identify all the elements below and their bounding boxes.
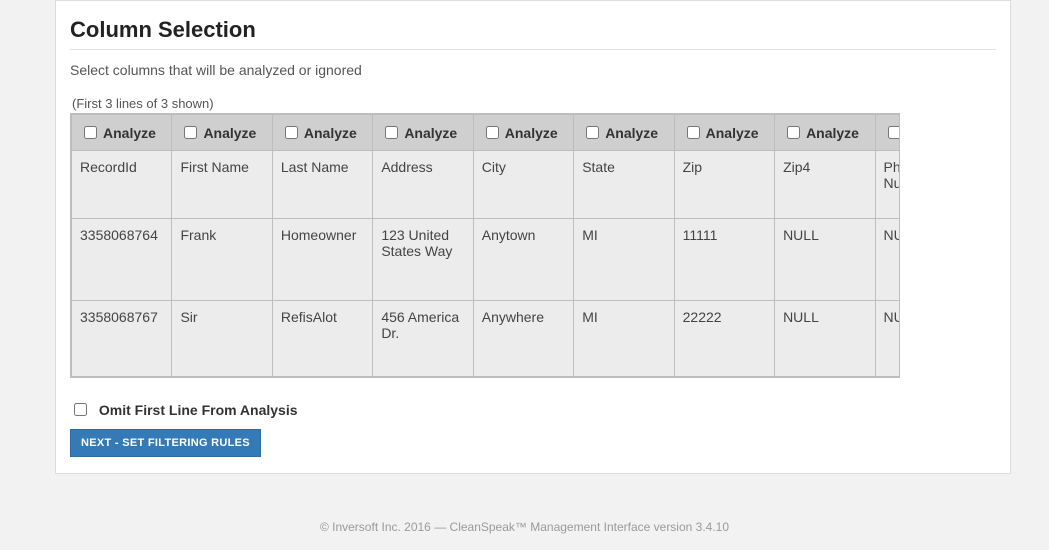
col-header: Analyze — [72, 115, 172, 151]
title-rule — [70, 49, 996, 50]
cell: 3358068764 — [72, 219, 172, 301]
cell: 456 America Dr. — [373, 301, 473, 377]
cell: Anywhere — [473, 301, 573, 377]
table-row: 3358068764 Frank Homeowner 123 United St… — [72, 219, 901, 301]
cell: Sir — [172, 301, 272, 377]
cell: RecordId — [72, 151, 172, 219]
cell: Address — [373, 151, 473, 219]
cell: NULL — [875, 219, 900, 301]
analyze-checkbox-6[interactable] — [687, 126, 700, 139]
column-table: Analyze Analyze Analyze Analyze Analyze … — [71, 114, 900, 377]
analyze-checkbox-5[interactable] — [586, 126, 599, 139]
omit-label-wrapper[interactable]: Omit First Line From Analysis — [70, 402, 298, 418]
cell: First Name — [172, 151, 272, 219]
next-button[interactable]: NEXT - SET FILTERING RULES — [70, 429, 261, 457]
cell: 22222 — [674, 301, 774, 377]
omit-label: Omit First Line From Analysis — [99, 402, 298, 418]
omit-row: Omit First Line From Analysis — [70, 400, 996, 419]
cell: Frank — [172, 219, 272, 301]
omit-first-line-checkbox[interactable] — [74, 403, 87, 416]
analyze-checkbox-7[interactable] — [787, 126, 800, 139]
footer-text: © Inversoft Inc. 2016 — CleanSpeak™ Mana… — [0, 520, 1049, 534]
cell: 123 United States Way — [373, 219, 473, 301]
page-root: Column Selection Select columns that wil… — [0, 0, 1049, 550]
col-header: Analyze — [373, 115, 473, 151]
cell: NULL — [775, 301, 875, 377]
col-header-label: Analyze — [203, 125, 256, 141]
analyze-checkbox-8[interactable] — [888, 126, 901, 139]
cell: Zip — [674, 151, 774, 219]
cell: Phone Number — [875, 151, 900, 219]
table-scroll[interactable]: Analyze Analyze Analyze Analyze Analyze … — [70, 113, 900, 378]
analyze-checkbox-1[interactable] — [184, 126, 197, 139]
col-header-label: Analyze — [706, 125, 759, 141]
col-header-label: Analyze — [304, 125, 357, 141]
cell: NULL — [875, 301, 900, 377]
cell: 11111 — [674, 219, 774, 301]
cell: Zip4 — [775, 151, 875, 219]
table-row: 3358068767 Sir RefisAlot 456 America Dr.… — [72, 301, 901, 377]
col-header: Analyze — [473, 115, 573, 151]
col-header-label: Analyze — [605, 125, 658, 141]
page-title: Column Selection — [70, 17, 996, 43]
col-header-label: Analyze — [404, 125, 457, 141]
cell: Homeowner — [272, 219, 372, 301]
col-header: Analyze — [272, 115, 372, 151]
col-header: Analyze — [574, 115, 674, 151]
cell: NULL — [775, 219, 875, 301]
cell: City — [473, 151, 573, 219]
table-row: RecordId First Name Last Name Address Ci… — [72, 151, 901, 219]
col-header: Analyze — [172, 115, 272, 151]
col-header-label: Analyze — [505, 125, 558, 141]
panel: Column Selection Select columns that wil… — [55, 0, 1011, 474]
analyze-checkbox-3[interactable] — [385, 126, 398, 139]
col-header: Analyze — [775, 115, 875, 151]
col-header-label: Analyze — [103, 125, 156, 141]
cell: MI — [574, 219, 674, 301]
cell: MI — [574, 301, 674, 377]
col-header: Analyze — [875, 115, 900, 151]
table-header-row: Analyze Analyze Analyze Analyze Analyze … — [72, 115, 901, 151]
analyze-checkbox-0[interactable] — [84, 126, 97, 139]
cell: State — [574, 151, 674, 219]
cell: Last Name — [272, 151, 372, 219]
analyze-checkbox-2[interactable] — [285, 126, 298, 139]
preview-caption: (First 3 lines of 3 shown) — [72, 96, 996, 111]
cell: Anytown — [473, 219, 573, 301]
cell: RefisAlot — [272, 301, 372, 377]
col-header-label: Analyze — [806, 125, 859, 141]
page-subtitle: Select columns that will be analyzed or … — [70, 62, 996, 78]
analyze-checkbox-4[interactable] — [486, 126, 499, 139]
cell: 3358068767 — [72, 301, 172, 377]
col-header: Analyze — [674, 115, 774, 151]
